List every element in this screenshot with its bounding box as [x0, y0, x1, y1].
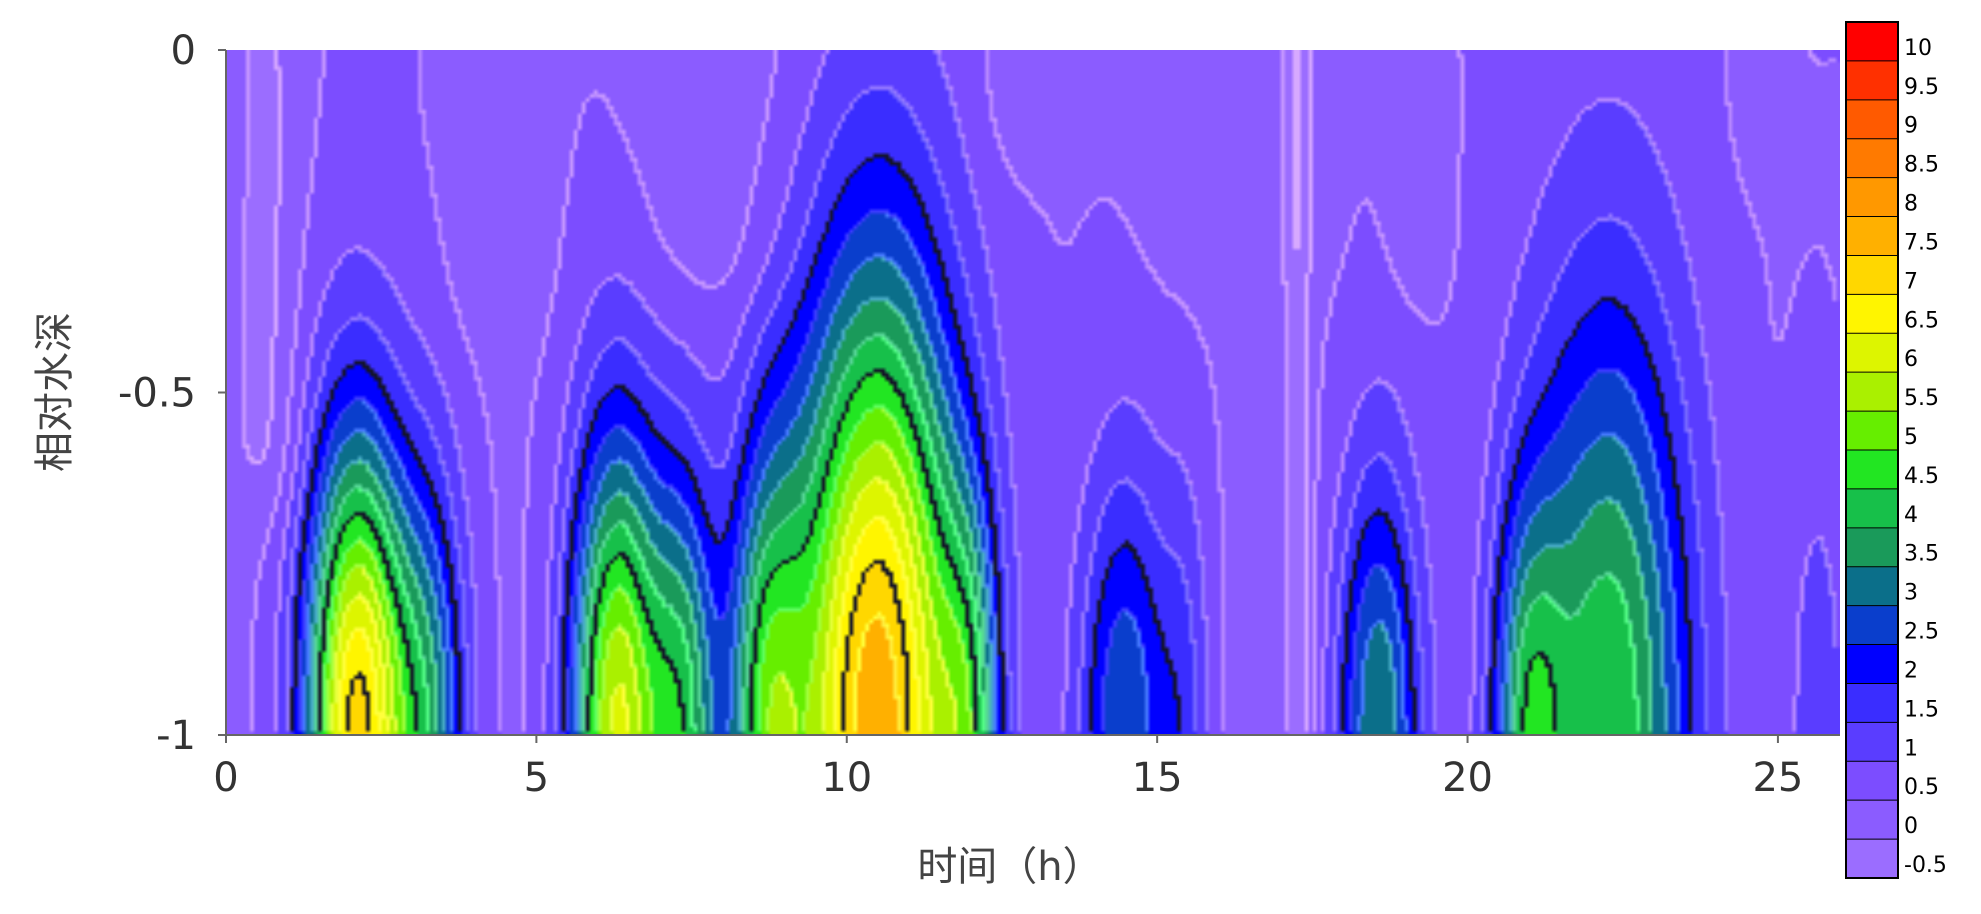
colorbar-segment [1846, 683, 1898, 723]
colorbar-label: 7.5 [1904, 230, 1939, 255]
colorbar-segment [1846, 722, 1898, 762]
x-tick-label: 20 [1442, 755, 1493, 801]
colorbar-segment [1846, 333, 1898, 373]
colorbar-segment [1846, 527, 1898, 568]
colorbar: -0.5 0 0.5 1 1.5 2 2.5 3 3.5 4 4.5 5 5.5 6 6.5 7 7.5 8 8.5… [1845, 21, 1947, 879]
colorbar-label: 4 [1904, 503, 1918, 528]
colorbar-segment [1846, 22, 1898, 62]
colorbar-segment [1846, 255, 1898, 295]
colorbar-segment [1846, 644, 1898, 684]
x-tick-label: 15 [1132, 755, 1183, 801]
colorbar-label: 9.5 [1904, 75, 1939, 100]
colorbar-label: 6 [1904, 347, 1918, 372]
colorbar-segment [1846, 566, 1898, 607]
colorbar-label: 10 [1904, 36, 1932, 61]
colorbar-label: -0.5 [1904, 853, 1947, 878]
colorbar-segment [1846, 372, 1898, 412]
colorbar-label: 5 [1904, 425, 1918, 450]
colorbar-segment [1846, 839, 1898, 879]
colorbar-segment [1846, 294, 1898, 334]
colorbar-segment [1846, 138, 1898, 179]
x-axis: 0 5 10 15 20 25 [213, 734, 1840, 801]
x-tick-label: 0 [213, 755, 238, 801]
colorbar-segment [1846, 761, 1898, 801]
y-tick-label: 0 [171, 28, 196, 74]
colorbar-label: 8 [1904, 192, 1918, 217]
colorbar-label: 9 [1904, 114, 1918, 139]
plot-area [226, 50, 1840, 735]
colorbar-label: 3 [1904, 581, 1918, 606]
colorbar-segment [1846, 177, 1898, 218]
colorbar-label: 2 [1904, 658, 1918, 683]
y-axis-title: 相对水深 [32, 312, 78, 472]
colorbar-label: 0.5 [1904, 775, 1939, 800]
colorbar-segment [1846, 60, 1898, 101]
colorbar-label: 5.5 [1904, 386, 1939, 411]
contour-fill [226, 50, 1840, 735]
colorbar-label: 2.5 [1904, 620, 1939, 645]
colorbar-frame [1845, 21, 1899, 879]
x-tick-label: 10 [821, 755, 872, 801]
colorbar-label: 3.5 [1904, 542, 1939, 567]
x-tick-label: 5 [524, 755, 549, 801]
colorbar-label: 8.5 [1904, 153, 1939, 178]
colorbar-segment [1846, 99, 1898, 140]
y-axis: 0 -0.5 -1 [118, 28, 227, 759]
colorbar-segment [1846, 605, 1898, 646]
colorbar-label: 6.5 [1904, 308, 1939, 333]
colorbar-segment [1846, 800, 1898, 840]
y-tick-label: -0.5 [118, 371, 196, 417]
colorbar-label: 4.5 [1904, 464, 1939, 489]
x-tick-label: 25 [1752, 755, 1803, 801]
colorbar-segment [1846, 488, 1898, 529]
colorbar-label: 7 [1904, 269, 1918, 294]
colorbar-segment [1846, 216, 1898, 256]
colorbar-segment [1846, 450, 1898, 490]
y-tick-label: -1 [156, 713, 196, 759]
colorbar-label: 0 [1904, 814, 1918, 839]
x-axis-title: 时间（h） [917, 844, 1102, 890]
colorbar-segment [1846, 411, 1898, 451]
colorbar-label: 1 [1904, 736, 1918, 761]
colorbar-label: 1.5 [1904, 697, 1939, 722]
